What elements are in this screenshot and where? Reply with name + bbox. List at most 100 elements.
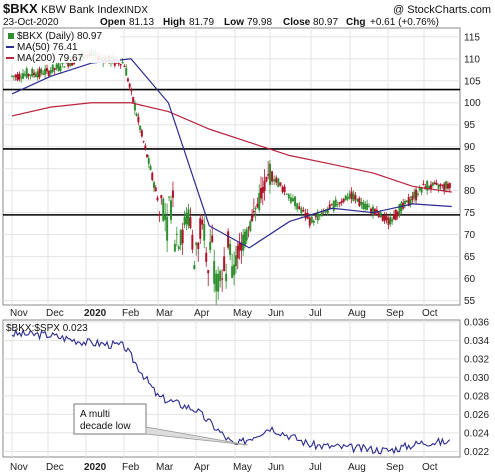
price-candle [209, 229, 212, 254]
price-candle [258, 184, 261, 213]
low-label: Low [224, 17, 244, 28]
candle-body [263, 180, 266, 192]
price-candle [147, 154, 150, 168]
price-candle [139, 125, 142, 134]
price-candle [221, 269, 224, 292]
ratio-y-tick: 0.034 [464, 336, 489, 347]
candle-body [302, 210, 305, 212]
price-candle [383, 211, 386, 224]
price-candle [267, 161, 270, 180]
price-candle [316, 209, 319, 224]
price-candle [179, 228, 182, 251]
candle-body [300, 208, 303, 214]
price-candle [162, 197, 165, 222]
price-candle [132, 96, 135, 104]
price-candle [168, 196, 171, 202]
price-x-tick: May [233, 308, 252, 319]
candle-body [279, 182, 282, 186]
ratio-y-tick: 0.024 [464, 428, 489, 439]
price-candle [213, 249, 216, 293]
candle-body [22, 73, 25, 79]
candle-body [391, 219, 394, 222]
price-candle [140, 128, 143, 138]
candle-body [47, 71, 50, 77]
price-candle [285, 193, 288, 195]
price-y-tick: 60 [464, 274, 476, 285]
price-candle [183, 210, 186, 229]
price-candle [433, 180, 436, 185]
annotation-line1: A multi [80, 409, 110, 420]
candle-body [160, 195, 163, 199]
candle-body [383, 215, 386, 222]
price-candle [283, 184, 286, 196]
ma200-line [11, 102, 452, 193]
candle-body [151, 172, 154, 181]
price-y-tick: 80 [464, 186, 476, 197]
candle-body [181, 229, 184, 244]
candle-body [12, 75, 15, 77]
price-candle [201, 214, 204, 230]
candle-body [179, 230, 182, 245]
candle-body [252, 210, 255, 213]
price-candle [413, 188, 416, 203]
candle-body [242, 234, 245, 251]
price-candle [133, 100, 136, 115]
candle-body [44, 68, 47, 75]
price-y-tick: 65 [464, 252, 476, 263]
candle-body [441, 184, 444, 186]
price-candle [291, 194, 294, 203]
candle-body [404, 201, 407, 204]
candle-body [14, 75, 17, 78]
candle-body [445, 181, 448, 189]
candle-body [27, 73, 30, 77]
candle-body [51, 64, 54, 73]
candle-body [207, 270, 210, 274]
ratio-x-tick: 2020 [84, 462, 107, 473]
candle-body [59, 66, 62, 71]
candle-body [366, 203, 369, 211]
candle-body [411, 195, 414, 201]
candle-body [36, 71, 39, 78]
candle-body [125, 67, 128, 76]
price-candle [362, 199, 365, 211]
ratio-y-tick: 0.030 [464, 373, 489, 384]
candle-body [371, 206, 374, 215]
candle-body [53, 68, 56, 70]
price-y-tick: 105 [464, 76, 481, 87]
price-candle [445, 180, 448, 193]
price-candle [125, 64, 128, 76]
ratio-x-tick: Oct [422, 462, 438, 473]
chg-label: Chg [346, 17, 365, 28]
candle-body [387, 218, 390, 225]
price-candle [409, 196, 412, 208]
price-candle [193, 260, 196, 270]
price-x-tick: Dec [46, 308, 64, 319]
candle-body [236, 245, 239, 259]
watermark: @ StockCharts.com [393, 4, 491, 16]
price-candle [197, 241, 200, 262]
ratio-x-tick: Feb [122, 462, 140, 473]
price-y-tick: 100 [464, 98, 481, 109]
price-candle [217, 266, 220, 300]
chart-symbol: $BKX [3, 1, 38, 16]
close-value: 80.97 [313, 17, 338, 28]
price-candle [263, 169, 266, 201]
price-candle [328, 200, 331, 210]
price-candle [229, 239, 232, 261]
price-candle [185, 207, 188, 231]
candle-body [320, 211, 323, 217]
price-candle [119, 63, 122, 69]
chg-value: +0.61 (+0.76%) [370, 17, 439, 28]
candle-body [25, 68, 28, 78]
candle-body [40, 69, 43, 74]
price-candle [251, 209, 254, 223]
candle-body [45, 67, 48, 72]
candle-body [133, 102, 136, 111]
price-candle [31, 66, 34, 78]
candle-body [448, 183, 451, 189]
candle-body [135, 113, 138, 117]
price-candle [392, 210, 395, 221]
candle-body [332, 200, 335, 211]
candle-body [396, 211, 399, 217]
candle-body [49, 69, 52, 74]
